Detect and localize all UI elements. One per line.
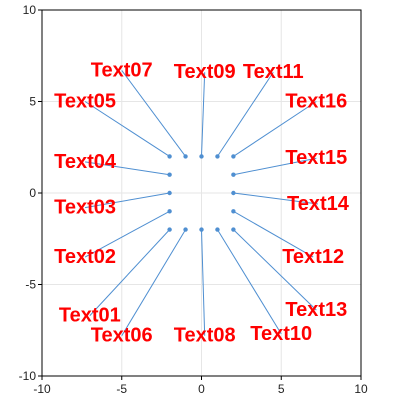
leader-line-text13 bbox=[233, 230, 316, 311]
data-point-text15 bbox=[231, 173, 235, 177]
data-point-text06 bbox=[183, 227, 187, 231]
point-label-text06: Text06 bbox=[91, 325, 153, 347]
point-label-text09: Text09 bbox=[174, 61, 236, 83]
data-point-text02 bbox=[167, 209, 171, 213]
point-label-text14: Text14 bbox=[287, 193, 350, 215]
data-point-text08 bbox=[199, 227, 203, 231]
x-tick-label: 0 bbox=[198, 382, 205, 396]
data-point-text14 bbox=[231, 191, 235, 195]
y-tick-label: -5 bbox=[25, 278, 36, 292]
leader-line-text07 bbox=[122, 70, 186, 156]
point-label-text04: Text04 bbox=[54, 151, 117, 173]
y-tick-label: 10 bbox=[23, 3, 37, 17]
leader-line-text06 bbox=[122, 230, 186, 336]
point-label-text03: Text03 bbox=[54, 197, 116, 219]
point-label-text07: Text07 bbox=[91, 59, 153, 81]
x-tick-label: 10 bbox=[354, 382, 368, 396]
point-label-text15: Text15 bbox=[285, 147, 347, 169]
x-tick-label: -5 bbox=[116, 382, 127, 396]
data-point-text03 bbox=[167, 191, 171, 195]
point-label-text16: Text16 bbox=[285, 91, 347, 113]
x-tick-label: 5 bbox=[278, 382, 285, 396]
y-tick-label: -10 bbox=[19, 369, 37, 383]
point-label-text02: Text02 bbox=[54, 246, 116, 268]
data-point-text10 bbox=[215, 227, 219, 231]
data-point-text07 bbox=[183, 154, 187, 158]
data-point-text12 bbox=[231, 209, 235, 213]
point-label-text13: Text13 bbox=[285, 299, 347, 321]
y-tick-label: 5 bbox=[29, 95, 36, 109]
point-label-text12: Text12 bbox=[282, 246, 344, 268]
y-tick-label: 0 bbox=[29, 186, 36, 200]
x-tick-label: -10 bbox=[33, 382, 51, 396]
leader-line-text11 bbox=[217, 72, 273, 156]
data-point-text13 bbox=[231, 227, 235, 231]
point-label-text05: Text05 bbox=[54, 91, 116, 113]
point-label-text11: Text11 bbox=[243, 61, 304, 83]
data-point-text16 bbox=[231, 154, 235, 158]
point-label-text01: Text01 bbox=[59, 305, 121, 327]
leader-line-text01 bbox=[90, 230, 170, 316]
data-point-text04 bbox=[167, 173, 171, 177]
point-label-text10: Text10 bbox=[250, 323, 312, 345]
data-point-text09 bbox=[199, 154, 203, 158]
data-point-text11 bbox=[215, 154, 219, 158]
point-label-text08: Text08 bbox=[174, 325, 236, 347]
data-point-text05 bbox=[167, 154, 171, 158]
data-point-text01 bbox=[167, 227, 171, 231]
